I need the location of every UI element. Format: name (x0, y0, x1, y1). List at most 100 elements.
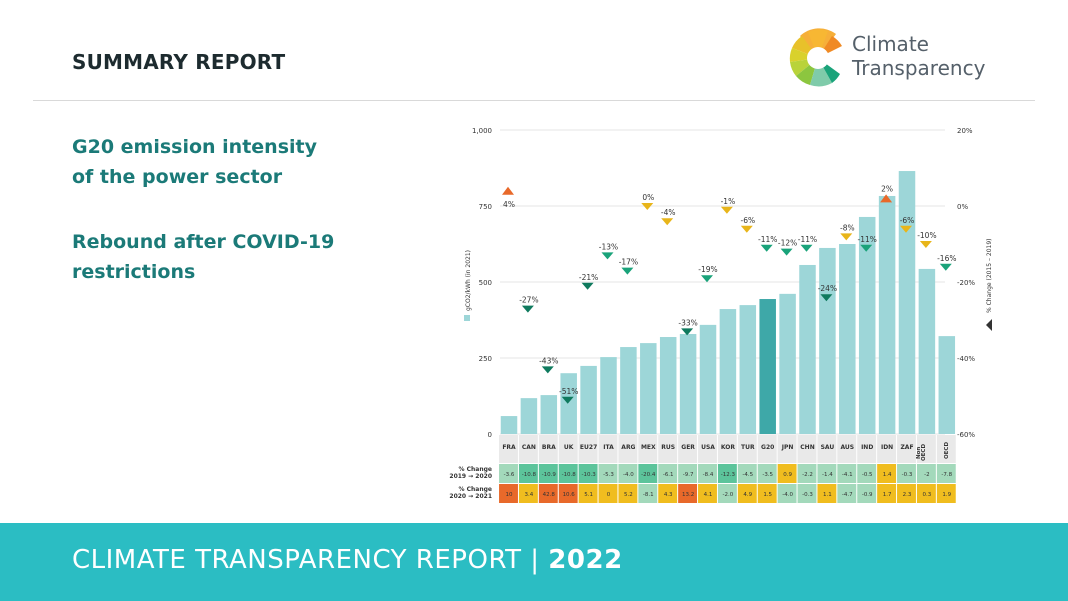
heading-line: of the power sector (72, 166, 283, 188)
table-cell-value: -7.8 (941, 472, 952, 478)
bar-aus (839, 244, 856, 434)
bar-eu27 (580, 365, 597, 434)
table-cell-value: -2.2 (802, 472, 813, 478)
table-cell-value: 1.4 (883, 472, 892, 478)
table-cell (499, 464, 518, 483)
logo-text-line1: Climate (852, 32, 929, 56)
bar-arg (620, 347, 637, 434)
marker-down-triangle (740, 225, 753, 233)
marker-label: -6% (740, 216, 755, 225)
legend-marker-triangle (986, 319, 992, 331)
bar-bra (540, 395, 558, 434)
table-cell-value: 1.1 (823, 492, 832, 498)
table-cell-value: -10.8 (522, 472, 537, 478)
marker-label: -43% (539, 356, 558, 365)
bar-uk (560, 373, 577, 434)
marker-down-triangle (541, 366, 554, 374)
table-cell (737, 484, 757, 503)
table-cell-value: 4.3 (664, 492, 673, 498)
table-cell (857, 484, 877, 503)
marker-label: -17% (619, 258, 638, 267)
y-axis-label: gCO2/kWh (in 2021) (465, 250, 472, 311)
marker-label: -11% (798, 235, 817, 244)
table-cell (817, 484, 837, 503)
bar-can (520, 398, 538, 434)
bar-rus (659, 337, 677, 434)
category-label: USA (701, 444, 715, 451)
bar-tur (739, 305, 757, 434)
table-cell (916, 464, 936, 483)
y-tick-label: 500 (479, 279, 492, 287)
table-cell (777, 464, 797, 483)
table-header-cell (857, 435, 877, 463)
table-cell (518, 484, 538, 503)
table-cell (757, 464, 777, 483)
table-cell-value: -0.5 (862, 472, 873, 478)
heading-line: restrictions (72, 261, 196, 283)
table-cell-value: -2.0 (723, 492, 734, 498)
marker-down-triangle (840, 233, 853, 241)
table-header-cell (877, 435, 897, 463)
marker-down-triangle (701, 275, 713, 283)
table-cell-value: 10.6 (563, 492, 576, 498)
table-cell (757, 484, 777, 503)
footer-title: CLIMATE TRANSPARENCY REPORT | 2022 (72, 545, 623, 575)
table-cell (797, 464, 817, 483)
table-cell (777, 484, 797, 503)
marker-label: 4% (503, 200, 515, 209)
table-cell-value: -2 (924, 472, 929, 478)
table-cell (598, 484, 618, 503)
heading-line: Rebound after COVID-19 (72, 231, 335, 253)
category-label: IDN (881, 444, 893, 451)
section-heading-rebound: Rebound after COVID-19 restrictions (72, 227, 334, 287)
bar-idn (878, 195, 896, 434)
table-cell-value: -0.3 (902, 472, 913, 478)
footer-year: 2022 (548, 545, 623, 575)
marker-label: 0% (642, 193, 654, 202)
table-cell (936, 484, 956, 503)
table-header-cell (698, 435, 717, 463)
table-cell (857, 464, 877, 483)
logo-text-line2: Transparency (852, 56, 986, 80)
table-cell-value: 10 (506, 492, 513, 498)
category-label: ITA (603, 444, 614, 451)
marker-label: -24% (818, 284, 837, 293)
bar-usa (699, 324, 717, 434)
table-header-cell (658, 435, 678, 463)
y2-axis-label: % Change (2015 – 2019) (986, 238, 993, 313)
table-cell-value: 1.9 (942, 492, 951, 498)
marker-label: -11% (858, 235, 877, 244)
table-row-label: % Change (459, 486, 492, 493)
bar-g20 (759, 299, 776, 434)
marker-label: -19% (698, 265, 717, 274)
header-divider (33, 100, 1035, 101)
table-header-cell (618, 435, 638, 463)
table-header-cell (578, 435, 598, 463)
table-cell-value: -0.3 (802, 492, 813, 498)
y2-tick-label: 20% (957, 127, 973, 135)
section-heading-emission-intensity: G20 emission intensity of the power sect… (72, 132, 317, 192)
marker-down-triangle (561, 396, 574, 404)
table-cell (797, 484, 817, 503)
marker-label: -6% (900, 216, 915, 225)
y-tick-label: 0 (488, 431, 492, 439)
table-cell-value: 1.5 (763, 492, 772, 498)
table-cell-value: -5.3 (603, 472, 614, 478)
table-cell (936, 464, 956, 483)
table-cell-value: -8.4 (703, 472, 714, 478)
table-cell (658, 464, 678, 483)
table-header-cell (837, 435, 857, 463)
table-cell (618, 484, 638, 503)
marker-label: -16% (937, 254, 956, 263)
marker-label: 2% (881, 184, 893, 193)
marker-down-triangle (581, 282, 594, 290)
table-cell (558, 484, 578, 503)
table-cell-value: -10.9 (542, 472, 557, 478)
table-header-cell (797, 435, 817, 463)
bar-ita (600, 357, 617, 434)
bar-ger (679, 333, 697, 434)
table-header-cell (558, 435, 578, 463)
marker-down-triangle (661, 218, 674, 226)
table-cell-value: 42.8 (543, 492, 556, 498)
table-cell (578, 464, 598, 483)
